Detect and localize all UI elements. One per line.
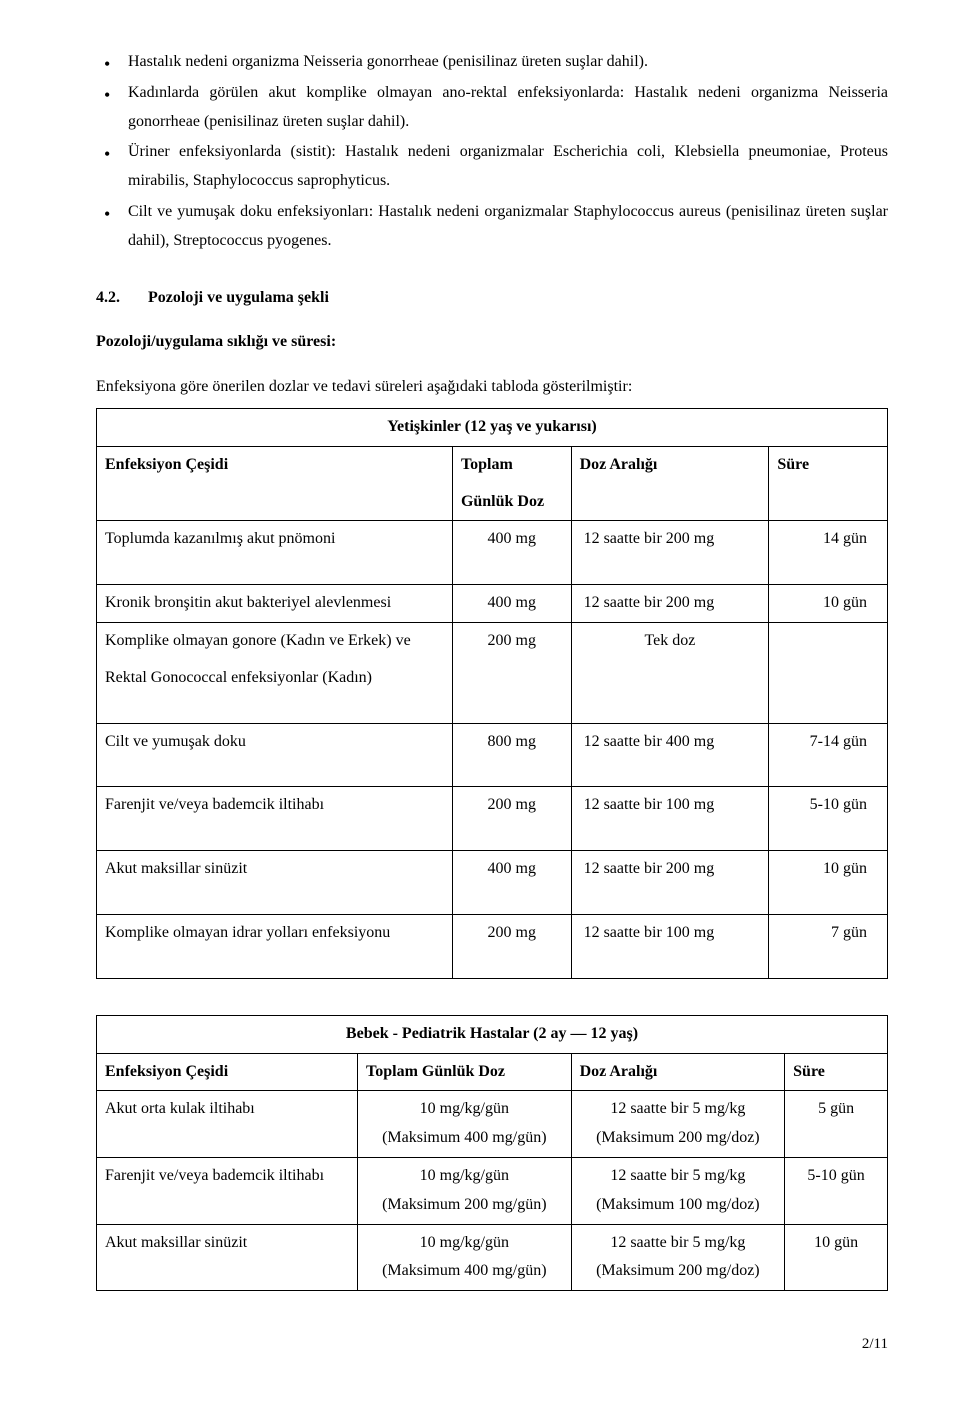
- adult-cell-duration: 10 gün: [769, 851, 888, 888]
- adult-row-spacer: [97, 697, 888, 724]
- adult-cell-interval: 12 saatte bir 400 mg: [571, 723, 769, 760]
- adult-cell-interval: [571, 660, 769, 697]
- adult-row-spacer: [97, 760, 888, 787]
- adult-cell-infection: Akut maksillar sinüzit: [97, 851, 453, 888]
- bullet-item: Kadınlarda görülen akut komplike olmayan…: [96, 79, 888, 137]
- adult-cell-dose: 400 mg: [452, 521, 571, 558]
- adult-cell-infection: Kronik bronşitin akut bakteriyel alevlen…: [97, 585, 453, 623]
- adult-cell-duration: 10 gün: [769, 585, 888, 623]
- adult-cell-infection: Komplike olmayan gonore (Kadın ve Erkek)…: [97, 622, 453, 659]
- ped-cell-dose: 10 mg/kg/gün (Maksimum 400 mg/gün): [358, 1224, 572, 1291]
- adult-row-spacer: [97, 888, 888, 915]
- adult-cell-interval: 12 saatte bir 100 mg: [571, 787, 769, 824]
- adult-table-caption: Yetişkinler (12 yaş ve yukarısı): [97, 408, 888, 446]
- adult-cell-duration: 14 gün: [769, 521, 888, 558]
- adult-cell-interval: 12 saatte bir 200 mg: [571, 521, 769, 558]
- adult-cell-interval: 12 saatte bir 100 mg: [571, 914, 769, 951]
- adult-cell-dose: 200 mg: [452, 622, 571, 659]
- ped-row: Farenjit ve/veya bademcik iltihabı 10 mg…: [97, 1157, 888, 1224]
- ped-cell-duration: 10 gün: [785, 1224, 888, 1291]
- ped-th-duration: Süre: [785, 1053, 888, 1091]
- adult-th-interval: Doz Aralığı: [571, 446, 769, 521]
- ped-cell-dose: 10 mg/kg/gün (Maksimum 200 mg/gün): [358, 1157, 572, 1224]
- pediatric-table-caption: Bebek - Pediatrik Hastalar (2 ay — 12 ya…: [97, 1015, 888, 1053]
- adult-cell-dose: 200 mg: [452, 787, 571, 824]
- adult-th-total-b: Günlük Doz: [452, 484, 571, 521]
- bullet-list: Hastalık nedeni organizma Neisseria gono…: [96, 48, 888, 256]
- adult-row-spacer: [97, 952, 888, 979]
- adult-row: Kronik bronşitin akut bakteriyel alevlen…: [97, 585, 888, 623]
- adult-cell-duration: [769, 622, 888, 659]
- section-number: 4.2.: [96, 284, 144, 313]
- ped-row: Akut orta kulak iltihabı 10 mg/kg/gün (M…: [97, 1091, 888, 1158]
- intro-text: Enfeksiyona göre önerilen dozlar ve teda…: [96, 373, 888, 402]
- adult-cell-infection: Farenjit ve/veya bademcik iltihabı: [97, 787, 453, 824]
- ped-th-total: Toplam Günlük Doz: [358, 1053, 572, 1091]
- bullet-item: Cilt ve yumuşak doku enfeksiyonları: Has…: [96, 198, 888, 256]
- adult-cell-duration: 5-10 gün: [769, 787, 888, 824]
- adult-row: Komplike olmayan idrar yolları enfeksiyo…: [97, 914, 888, 951]
- ped-cell-dose: 10 mg/kg/gün (Maksimum 400 mg/gün): [358, 1091, 572, 1158]
- adult-row: Toplumda kazanılmış akut pnömoni 400 mg …: [97, 521, 888, 558]
- adult-row: Komplike olmayan gonore (Kadın ve Erkek)…: [97, 622, 888, 659]
- ped-cell-interval: 12 saatte bir 5 mg/kg (Maksimum 200 mg/d…: [571, 1224, 785, 1291]
- adult-row: Farenjit ve/veya bademcik iltihabı 200 m…: [97, 787, 888, 824]
- ped-row: Akut maksillar sinüzit 10 mg/kg/gün (Mak…: [97, 1224, 888, 1291]
- adult-cell-dose: 400 mg: [452, 585, 571, 623]
- adult-th-total-a: Toplam: [452, 446, 571, 483]
- adult-row-spacer: [97, 824, 888, 851]
- adult-row: Akut maksillar sinüzit 400 mg 12 saatte …: [97, 851, 888, 888]
- adult-cell-duration: 7-14 gün: [769, 723, 888, 760]
- adult-cell-interval: 12 saatte bir 200 mg: [571, 585, 769, 623]
- ped-cell-duration: 5 gün: [785, 1091, 888, 1158]
- ped-cell-infection: Akut maksillar sinüzit: [97, 1224, 358, 1291]
- adult-row: Cilt ve yumuşak doku 800 mg 12 saatte bi…: [97, 723, 888, 760]
- adult-cell-interval: Tek doz: [571, 622, 769, 659]
- adult-cell-infection: Komplike olmayan idrar yolları enfeksiyo…: [97, 914, 453, 951]
- adult-row-spacer: [97, 558, 888, 585]
- ped-cell-duration: 5-10 gün: [785, 1157, 888, 1224]
- adult-cell-interval: 12 saatte bir 200 mg: [571, 851, 769, 888]
- ped-cell-infection: Farenjit ve/veya bademcik iltihabı: [97, 1157, 358, 1224]
- bullet-item: Üriner enfeksiyonlarda (sistit): Hastalı…: [96, 138, 888, 196]
- adult-cell-dose: 400 mg: [452, 851, 571, 888]
- ped-cell-interval: 12 saatte bir 5 mg/kg (Maksimum 200 mg/d…: [571, 1091, 785, 1158]
- adult-cell-duration: 7 gün: [769, 914, 888, 951]
- adult-cell-infection: Cilt ve yumuşak doku: [97, 723, 453, 760]
- ped-th-infection: Enfeksiyon Çeşidi: [97, 1053, 358, 1091]
- section-heading: 4.2. Pozoloji ve uygulama şekli: [96, 284, 888, 313]
- adult-th-duration: Süre: [769, 446, 888, 521]
- adult-cell-infection: Toplumda kazanılmış akut pnömoni: [97, 521, 453, 558]
- page-number: 2/11: [96, 1331, 888, 1358]
- adult-row: Rektal Gonococcal enfeksiyonlar (Kadın): [97, 660, 888, 697]
- adult-cell-dose: 200 mg: [452, 914, 571, 951]
- bullet-item: Hastalık nedeni organizma Neisseria gono…: [96, 48, 888, 77]
- ped-th-interval: Doz Aralığı: [571, 1053, 785, 1091]
- adult-dosage-table: Yetişkinler (12 yaş ve yukarısı) Enfeksi…: [96, 408, 888, 979]
- adult-cell-duration: [769, 660, 888, 697]
- ped-cell-interval: 12 saatte bir 5 mg/kg (Maksimum 100 mg/d…: [571, 1157, 785, 1224]
- subheading: Pozoloji/uygulama sıklığı ve süresi:: [96, 328, 888, 357]
- adult-th-infection: Enfeksiyon Çeşidi: [97, 446, 453, 521]
- adult-cell-dose: [452, 660, 571, 697]
- adult-cell-dose: 800 mg: [452, 723, 571, 760]
- pediatric-dosage-table: Bebek - Pediatrik Hastalar (2 ay — 12 ya…: [96, 1015, 888, 1291]
- adult-cell-infection: Rektal Gonococcal enfeksiyonlar (Kadın): [97, 660, 453, 697]
- ped-cell-infection: Akut orta kulak iltihabı: [97, 1091, 358, 1158]
- section-title: Pozoloji ve uygulama şekli: [148, 289, 329, 306]
